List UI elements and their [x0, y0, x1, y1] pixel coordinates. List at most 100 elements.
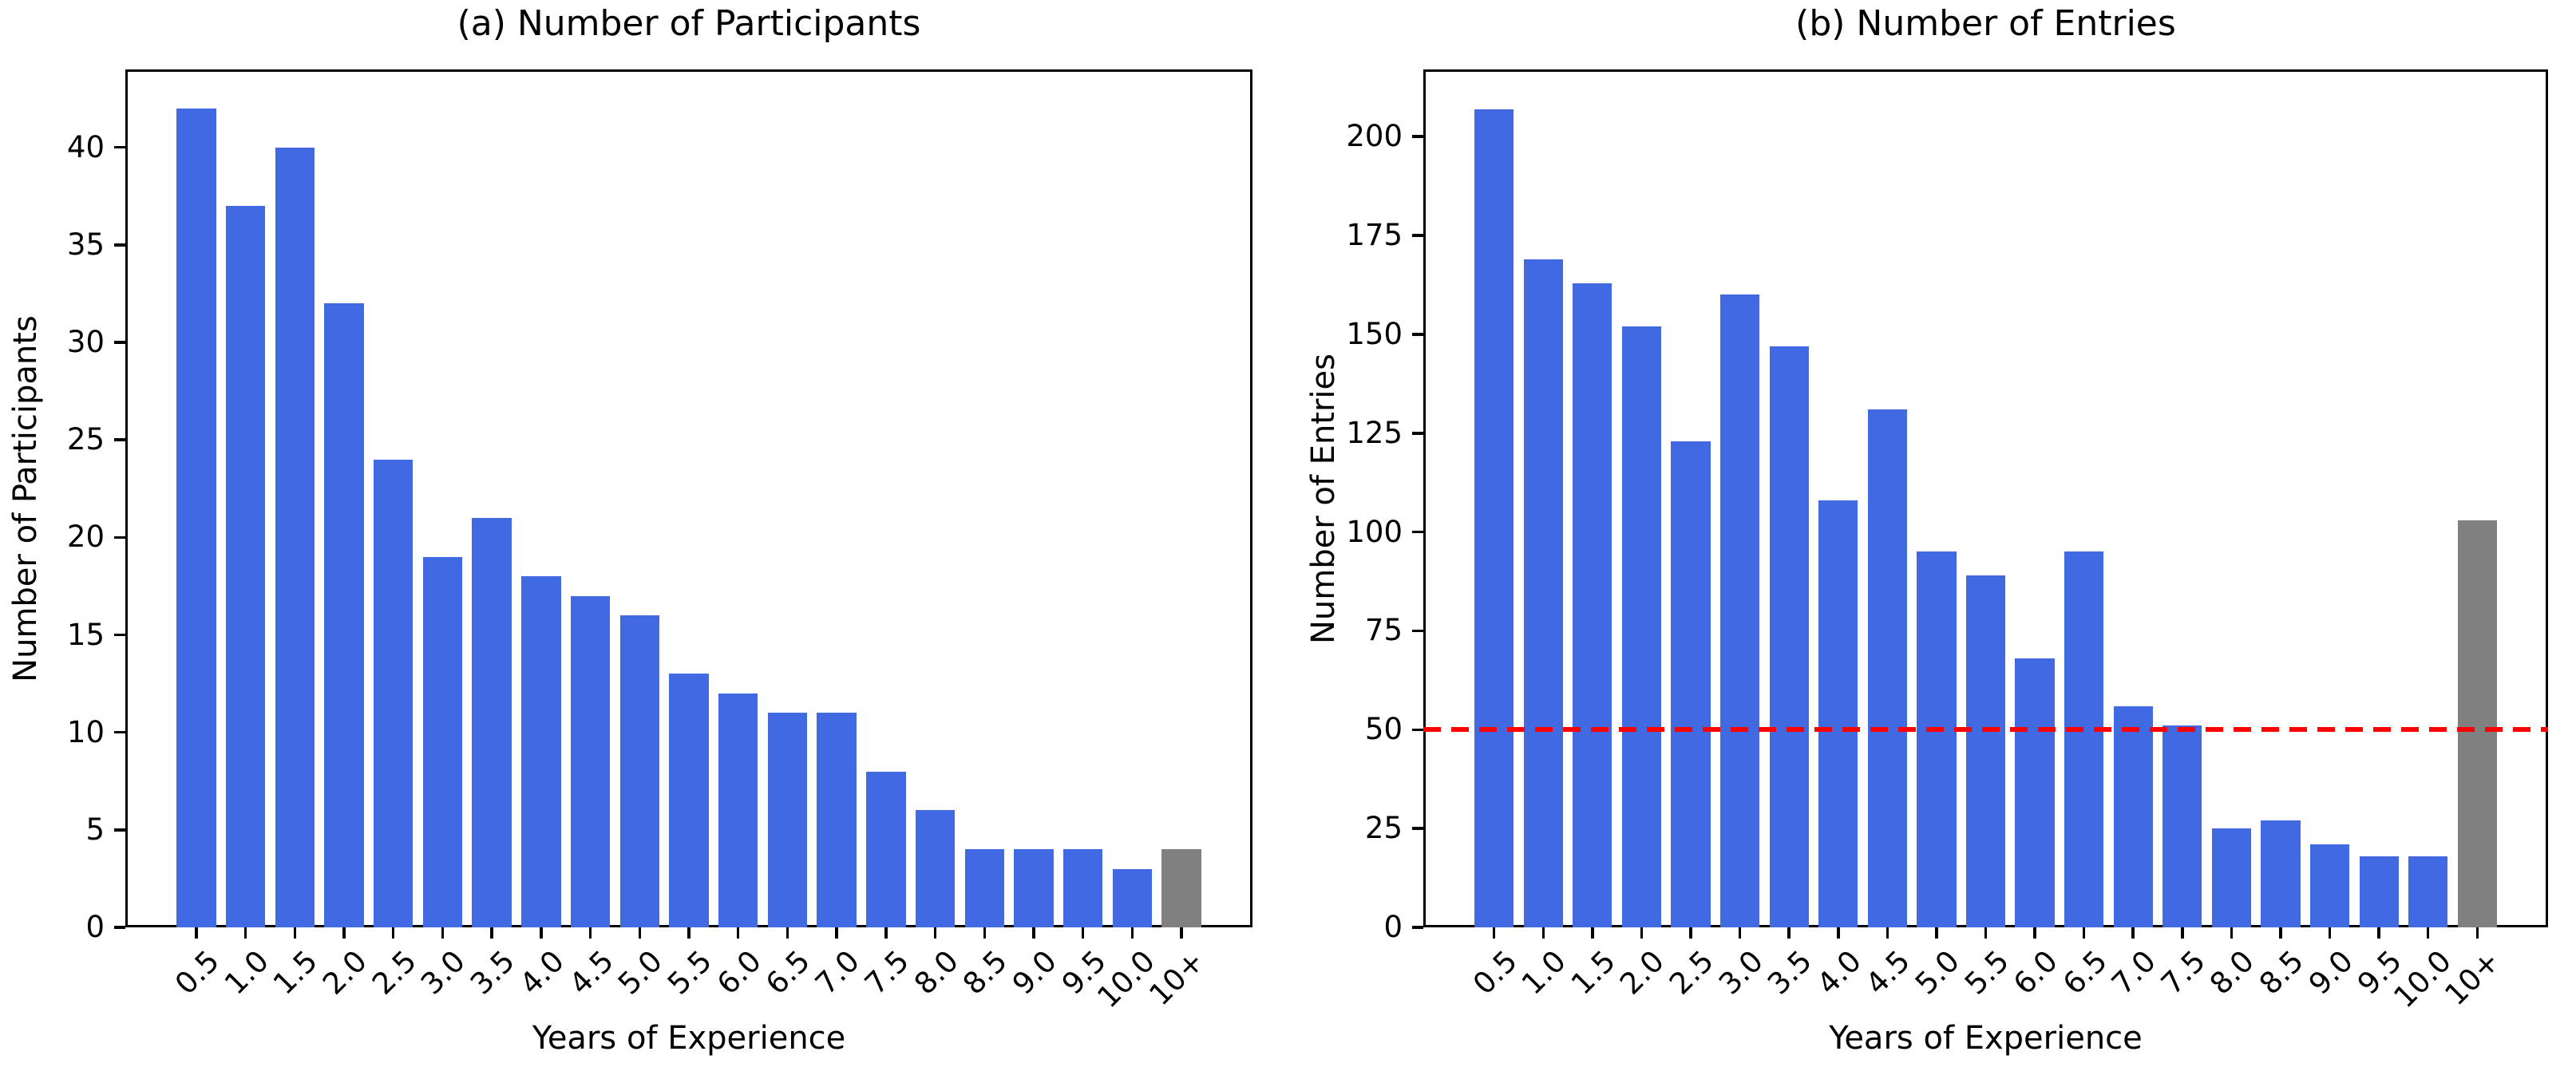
bar-7.5: [866, 771, 906, 927]
x-tick-mark: [1787, 927, 1791, 939]
y-tick-label: 10: [66, 714, 105, 749]
x-tick-label: 3.5: [1761, 943, 1819, 1002]
x-tick-mark: [342, 927, 346, 939]
bar-9.5: [1063, 849, 1103, 927]
y-tick-mark: [1412, 728, 1423, 732]
x-tick-mark: [243, 927, 247, 939]
x-tick-label: 6.0: [710, 943, 768, 1002]
x-tick-label: 9.0: [1005, 943, 1063, 1002]
bar-2.0: [1621, 326, 1662, 927]
x-tick-mark: [1640, 927, 1644, 939]
x-tick-mark: [1180, 927, 1183, 939]
bar-6.5: [2064, 551, 2104, 927]
x-tick-label: 1.0: [217, 943, 275, 1002]
bar-1.5: [1573, 283, 1612, 927]
x-tick-mark: [638, 927, 642, 939]
panel-b-x-axis-label: Years of Experience: [1829, 1020, 2143, 1057]
x-tick-mark: [1032, 927, 1035, 939]
x-tick-mark: [736, 927, 740, 939]
x-tick-mark: [293, 927, 297, 939]
panel-a-x-axis-label: Years of Experience: [532, 1020, 846, 1057]
bar-7.0: [2113, 705, 2153, 927]
y-tick-mark: [114, 341, 125, 344]
bar-10+: [1161, 849, 1201, 927]
refline-50: [1423, 727, 2548, 733]
x-tick-mark: [1935, 927, 1938, 939]
bar-2.5: [1671, 441, 1711, 927]
bar-3.5: [1769, 346, 1809, 927]
bar-10+: [2457, 520, 2497, 927]
x-tick-label: 6.0: [2007, 943, 2065, 1002]
x-tick-label: 2.0: [315, 943, 374, 1002]
x-tick-label: 1.5: [1564, 943, 1622, 1002]
y-tick-label: 30: [66, 325, 105, 360]
bar-10.0: [1112, 868, 1153, 927]
x-tick-mark: [490, 927, 493, 939]
bar-5.5: [669, 674, 709, 927]
y-tick-label: 0: [1383, 910, 1403, 944]
x-tick-label: 8.5: [2252, 943, 2310, 1002]
x-tick-mark: [2033, 927, 2036, 939]
panel-b-title: (b) Number of Entries: [1795, 3, 2176, 44]
bar-2.5: [374, 459, 414, 927]
x-tick-mark: [2230, 927, 2234, 939]
x-tick-mark: [2131, 927, 2135, 939]
x-tick-mark: [195, 927, 198, 939]
x-tick-mark: [835, 927, 838, 939]
y-tick-mark: [114, 243, 125, 247]
x-tick-mark: [687, 927, 690, 939]
x-tick-label: 7.0: [809, 943, 867, 1002]
x-tick-label: 10+: [2438, 943, 2507, 1013]
bar-1.0: [225, 206, 266, 927]
bar-4.0: [1818, 500, 1858, 927]
x-tick-mark: [1492, 927, 1496, 939]
y-tick-label: 15: [66, 617, 105, 652]
x-tick-label: 8.0: [2203, 943, 2261, 1002]
x-tick-label: 6.5: [2056, 943, 2114, 1002]
bar-1.5: [275, 147, 315, 927]
bar-6.0: [2015, 658, 2055, 927]
y-tick-mark: [114, 145, 125, 149]
x-tick-label: 5.5: [1957, 943, 2016, 1002]
y-tick-label: 100: [1346, 514, 1403, 549]
x-tick-mark: [2082, 927, 2086, 939]
y-tick-label: 125: [1346, 415, 1403, 450]
x-tick-mark: [2328, 927, 2332, 939]
y-tick-mark: [1412, 432, 1423, 435]
y-tick-label: 35: [66, 227, 105, 262]
x-tick-mark: [2475, 927, 2479, 939]
x-tick-mark: [1984, 927, 1988, 939]
bar-7.0: [817, 713, 857, 927]
bar-8.0: [915, 810, 956, 927]
x-tick-mark: [1541, 927, 1545, 939]
bar-9.0: [2309, 844, 2350, 927]
x-tick-mark: [1837, 927, 1840, 939]
x-tick-label: 1.0: [1515, 943, 1573, 1002]
bar-9.5: [2359, 856, 2399, 927]
bar-3.0: [422, 556, 463, 927]
y-tick-label: 20: [66, 520, 105, 555]
bar-4.5: [1867, 409, 1907, 927]
x-tick-label: 3.0: [1711, 943, 1770, 1002]
y-tick-mark: [114, 438, 125, 441]
x-tick-label: 7.5: [2154, 943, 2212, 1002]
bar-2.0: [324, 303, 364, 927]
x-tick-label: 2.5: [1662, 943, 1720, 1002]
x-tick-mark: [1591, 927, 1594, 939]
x-tick-label: 2.0: [1613, 943, 1672, 1002]
x-tick-mark: [391, 927, 395, 939]
bar-4.5: [570, 595, 611, 927]
y-tick-label: 200: [1346, 119, 1403, 154]
y-tick-label: 75: [1364, 613, 1403, 648]
y-tick-label: 0: [85, 910, 105, 944]
x-tick-label: 7.0: [2105, 943, 2163, 1002]
y-tick-label: 25: [1364, 811, 1403, 846]
x-tick-label: 3.5: [464, 943, 522, 1002]
x-tick-mark: [2377, 927, 2380, 939]
x-tick-label: 8.5: [956, 943, 1015, 1002]
y-tick-label: 175: [1346, 218, 1403, 253]
x-tick-label: 0.5: [168, 943, 226, 1002]
bar-0.5: [176, 108, 216, 927]
x-tick-label: 5.0: [1908, 943, 1966, 1002]
